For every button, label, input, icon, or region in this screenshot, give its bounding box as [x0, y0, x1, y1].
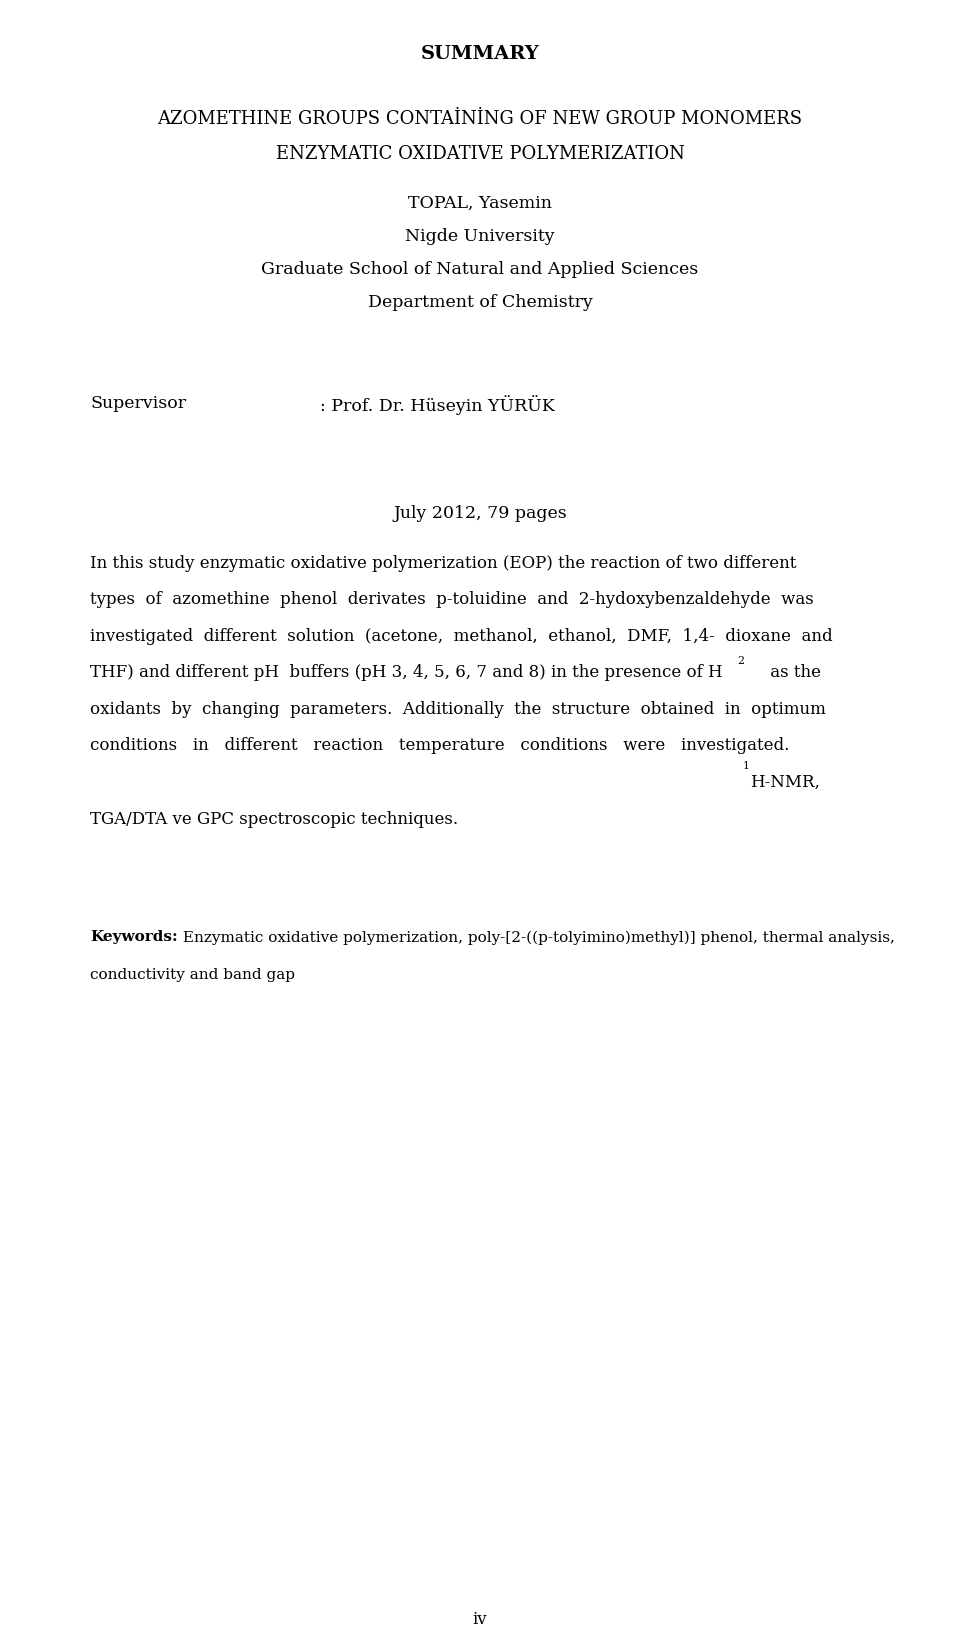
Text: SUMMARY: SUMMARY [420, 44, 540, 63]
Text: Graduate School of Natural and Applied Sciences: Graduate School of Natural and Applied S… [261, 260, 699, 279]
Text: Department of Chemistry: Department of Chemistry [368, 293, 592, 311]
Text: conditions   in   different   reaction   temperature   conditions   were   inves: conditions in different reaction tempera… [90, 737, 789, 755]
Text: 1: 1 [743, 760, 750, 771]
Text: Enzymatic oxidative polymerization, poly-[2-((p-tolyimino)methyl)] phenol, therm: Enzymatic oxidative polymerization, poly… [178, 929, 895, 944]
Text: TGA/DTA ve GPC spectroscopic techniques.: TGA/DTA ve GPC spectroscopic techniques. [90, 811, 458, 827]
Text: July 2012, 79 pages: July 2012, 79 pages [394, 504, 566, 522]
Text: TOPAL, Yasemin: TOPAL, Yasemin [408, 194, 552, 213]
Text: AZOMETHINE GROUPS CONTAİNİNG OF NEW GROUP MONOMERS: AZOMETHINE GROUPS CONTAİNİNG OF NEW GROU… [157, 110, 803, 129]
Text: Nigde University: Nigde University [405, 227, 555, 246]
Text: In this study enzymatic oxidative polymerization (EOP) the reaction of two diffe: In this study enzymatic oxidative polyme… [90, 555, 797, 572]
Text: conductivity and band gap: conductivity and band gap [90, 967, 295, 982]
Text: investigated  different  solution  (acetone,  methanol,  ethanol,  DMF,  1,4-  d: investigated different solution (acetone… [90, 628, 832, 644]
Text: Keywords:: Keywords: [90, 929, 178, 944]
Text: ENZYMATIC OXIDATIVE POLYMERIZATION: ENZYMATIC OXIDATIVE POLYMERIZATION [276, 145, 684, 163]
Text: : Prof. Dr. Hüseyin YÜRÜK: : Prof. Dr. Hüseyin YÜRÜK [320, 396, 555, 415]
Text: oxidants  by  changing  parameters.  Additionally  the  structure  obtained  in : oxidants by changing parameters. Additio… [90, 700, 826, 717]
Text: H-NMR,: H-NMR, [750, 773, 820, 791]
Text: as the: as the [765, 664, 821, 681]
Text: iv: iv [472, 1610, 488, 1627]
Text: types  of  azomethine  phenol  derivates  p-toluidine  and  2-hydoxybenzaldehyde: types of azomethine phenol derivates p-t… [90, 592, 814, 608]
Text: THF) and different pH  buffers (pH 3, 4, 5, 6, 7 and 8) in the presence of H: THF) and different pH buffers (pH 3, 4, … [90, 664, 723, 681]
Text: 2: 2 [737, 656, 744, 666]
Text: Supervisor: Supervisor [90, 396, 186, 412]
